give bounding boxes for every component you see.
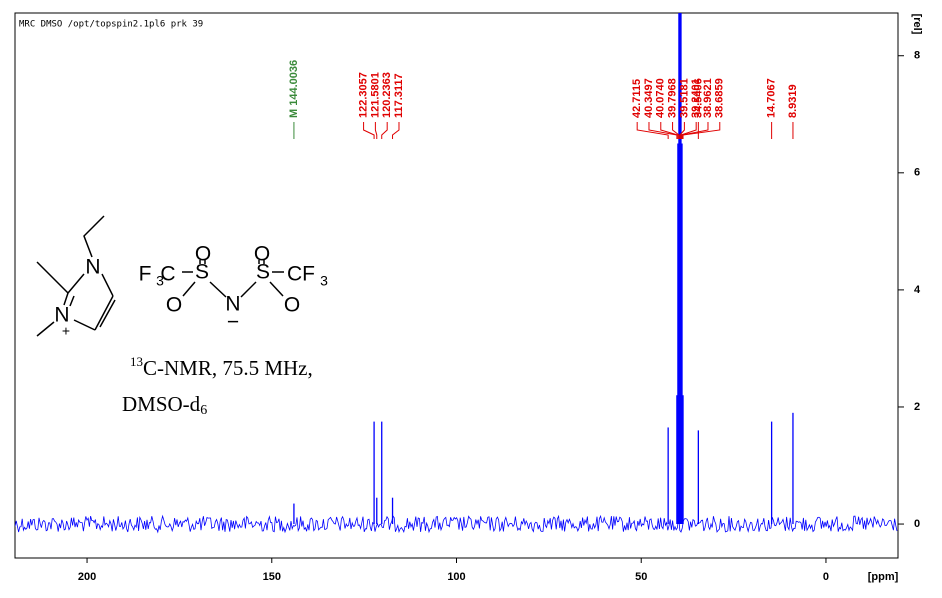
atom-label: S: [256, 261, 270, 284]
x-tick-label: 150: [263, 571, 281, 583]
label-connector: [636, 122, 669, 139]
atom-label: O: [254, 243, 270, 266]
bond: [209, 281, 227, 298]
caption-line-2: DMSO-d6: [122, 392, 207, 418]
caption-text: C-NMR, 75.5 MHz,: [143, 356, 313, 380]
x-tick-label: 50: [635, 571, 647, 583]
y-tick-label: 4: [914, 284, 921, 296]
label-connector: [381, 122, 388, 139]
atom-label: N: [54, 304, 69, 327]
bond: [269, 281, 284, 297]
bond: [99, 299, 116, 328]
atom-label: O: [195, 243, 211, 266]
label-connector: [363, 122, 375, 139]
x-tick-label: 200: [78, 571, 96, 583]
label-connector: [672, 122, 680, 139]
caption-isotope: 13: [130, 354, 143, 369]
y-tick-label: 8: [914, 50, 920, 62]
bond: [73, 319, 96, 331]
label-connector: [681, 122, 709, 139]
label-connector: [682, 122, 721, 139]
baseline-noise: [15, 514, 898, 534]
label-connector: [680, 122, 697, 139]
y-axis-label: [rel]: [911, 14, 923, 35]
y-tick-label: 2: [914, 401, 920, 413]
ethyl-bond: [83, 215, 105, 258]
caption-subscript: 6: [200, 403, 207, 418]
y-tick-label: 6: [914, 167, 920, 179]
peak-label: 121.5801: [369, 72, 381, 118]
atom-label: −: [227, 311, 239, 334]
atom-label: N: [225, 293, 240, 316]
peak-label: 39.7968: [666, 78, 678, 118]
peak-label: 39.5181: [678, 78, 690, 118]
atom-label: CF: [287, 263, 315, 286]
peak-label: 40.3497: [643, 78, 655, 118]
bond: [101, 273, 114, 297]
label-connector: [392, 122, 400, 139]
atom-label: N: [85, 256, 100, 279]
x-tick-label: 0: [823, 571, 829, 583]
peak-label: 117.3117: [393, 73, 405, 118]
peak-label: 34.5406: [692, 78, 704, 118]
peak-label: 122.3057: [357, 72, 369, 118]
atom-label: O: [284, 294, 300, 317]
bond: [67, 273, 85, 294]
peak-label: 40.0740: [655, 78, 667, 118]
atom-label: C: [160, 263, 175, 286]
label-connector: [648, 122, 678, 139]
peak-label: 42.7115: [631, 79, 643, 118]
x-axis-label: [ppm]: [868, 571, 899, 583]
bond: [182, 281, 196, 297]
caption-text: DMSO-d: [122, 392, 201, 416]
label-connector: [679, 122, 685, 139]
bond: [240, 281, 257, 298]
atom-label: +: [62, 323, 70, 339]
bond: [69, 295, 75, 307]
peak-label: 38.9621: [702, 78, 714, 118]
bond: [36, 261, 69, 294]
spectrum: [15, 13, 898, 534]
atom-label: O: [166, 294, 182, 317]
caption-line-1: 13C-NMR, 75.5 MHz,: [130, 354, 313, 380]
y-tick-label: 0: [914, 518, 920, 530]
peak-label: 39.2401: [690, 78, 702, 118]
x-tick-label: 100: [447, 571, 465, 583]
atom-label: 3: [156, 273, 164, 289]
peak-label: 120.2363: [381, 72, 393, 118]
peak-label: M 144.0036: [288, 60, 300, 118]
bond: [36, 321, 55, 337]
label-connector: [374, 122, 378, 139]
atom-label: 3: [320, 273, 328, 289]
peak-label: 8.9319: [787, 84, 799, 118]
header-text: MRC DMSO /opt/topspin2.1pl6 prk 39: [19, 20, 203, 30]
label-connector: [660, 122, 679, 139]
structure-bonds: [36, 215, 284, 337]
atom-label: F: [139, 263, 152, 286]
peak-label: 38.6859: [714, 78, 726, 118]
bond: [94, 295, 114, 331]
atom-label: S: [195, 261, 209, 284]
bond: [63, 292, 69, 306]
peak-label: 14.7067: [766, 78, 778, 118]
